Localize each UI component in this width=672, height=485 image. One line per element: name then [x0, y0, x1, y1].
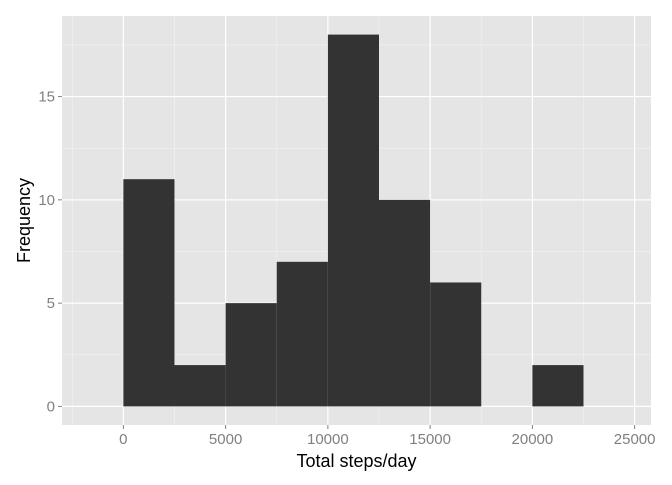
x-tick-label: 5000 [209, 431, 242, 448]
x-axis-title: Total steps/day [296, 451, 416, 471]
histogram-bar [276, 261, 328, 407]
x-tick-label: 20000 [512, 431, 554, 448]
histogram-bar [123, 179, 175, 407]
histogram-bar [532, 365, 584, 407]
x-tick-label: 15000 [409, 431, 451, 448]
y-tick-label: 0 [47, 398, 55, 415]
y-axis-title: Frequency [14, 178, 34, 263]
histogram-bar [174, 365, 226, 407]
x-axis: 0 5000 10000 15000 20000 25000 [119, 425, 655, 448]
histogram-bar [225, 303, 277, 407]
y-tick-label: 5 [47, 295, 55, 312]
histogram-bar [378, 199, 431, 407]
histogram-bars [123, 34, 584, 407]
x-tick-label: 10000 [307, 431, 349, 448]
y-axis: 0 5 10 15 [38, 89, 62, 415]
x-tick-label: 0 [119, 431, 127, 448]
y-tick-label: 10 [38, 192, 55, 209]
histogram-bar [430, 282, 482, 407]
y-tick-label: 15 [38, 89, 55, 106]
histogram-bar [327, 34, 379, 407]
x-tick-label: 25000 [614, 431, 656, 448]
